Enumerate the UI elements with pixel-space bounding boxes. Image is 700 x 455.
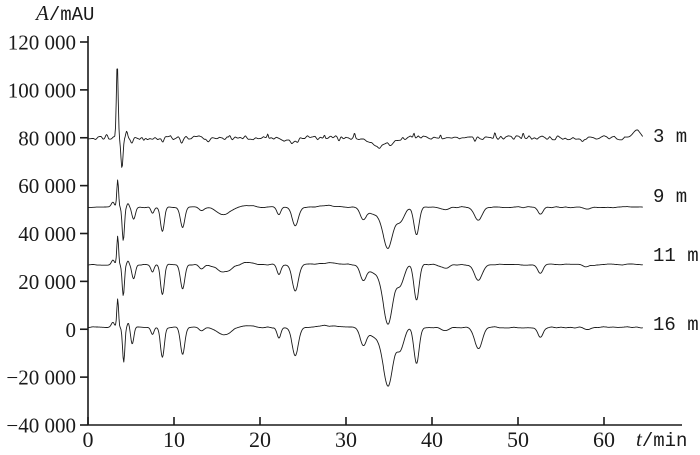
- y-tick-label: 0: [66, 318, 77, 342]
- y-axis-quantity: A: [36, 1, 49, 25]
- y-tick-label: 100 000: [8, 78, 76, 102]
- trace-16-m: [87, 298, 643, 387]
- y-tick-label: 20 000: [18, 270, 76, 294]
- x-tick-label: 30: [335, 427, 357, 452]
- y-tick-label: −20 000: [6, 366, 76, 390]
- x-tick-label: 0: [83, 427, 94, 452]
- x-tick-label: 40: [421, 427, 443, 452]
- x-axis-quantity: t: [636, 427, 642, 451]
- y-axis-title: A/mAU: [36, 1, 94, 26]
- series-label-3m: 3 m: [653, 125, 688, 148]
- x-tick-label: 10: [163, 427, 185, 452]
- x-tick-label: 60: [593, 427, 615, 452]
- y-axis-unit: /mAU: [48, 4, 95, 26]
- trace-9-m: [87, 179, 643, 249]
- y-tick-label: 60 000: [18, 174, 76, 198]
- x-axis-unit: /min: [641, 430, 688, 452]
- x-axis-title: t/min: [636, 427, 687, 452]
- trace-11-m: [87, 235, 643, 325]
- y-tick-label: 120 000: [8, 31, 76, 55]
- series-label-16m: 16 m: [653, 313, 699, 336]
- x-tick-label: 50: [507, 427, 529, 452]
- x-tick-label: 20: [249, 427, 271, 452]
- series-label-9m: 9 m: [653, 185, 688, 208]
- y-tick-label: 40 000: [18, 222, 76, 246]
- y-tick-label: 80 000: [18, 126, 76, 150]
- series-label-11m: 11 m: [653, 245, 699, 268]
- y-tick-label: −40 000: [6, 414, 76, 438]
- trace-3-m: [87, 68, 643, 168]
